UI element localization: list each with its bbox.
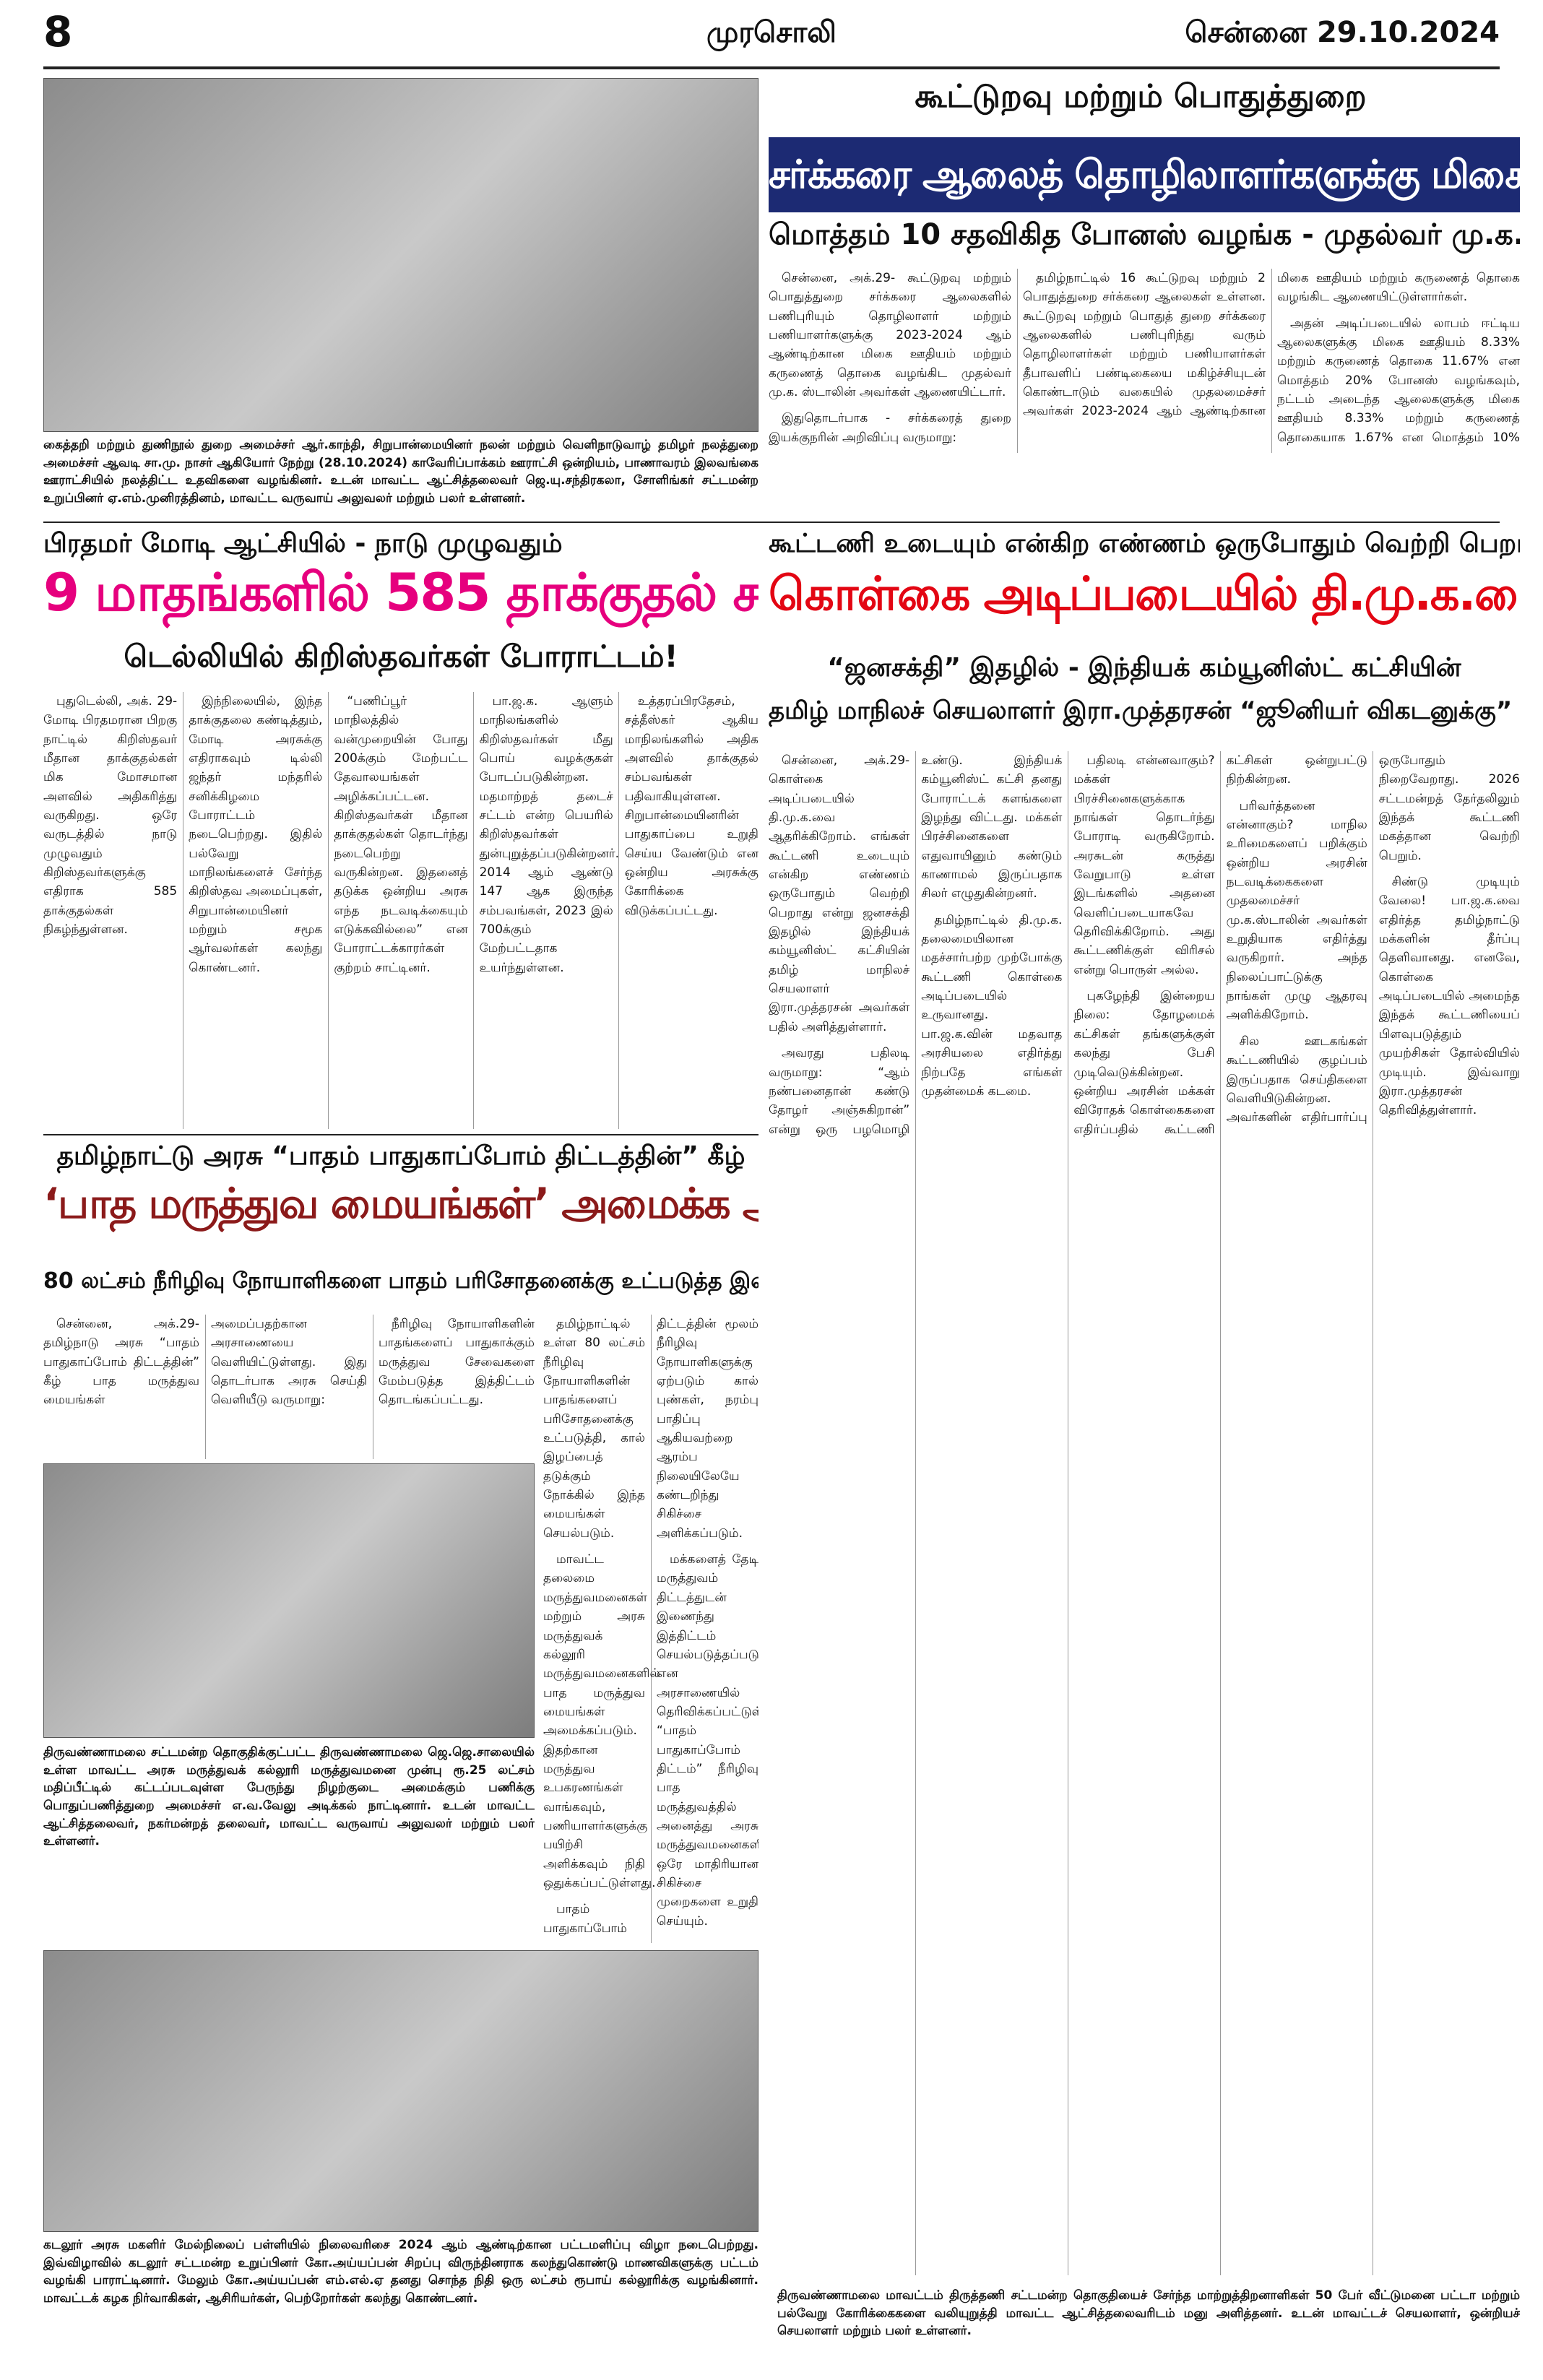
kicker: பிரதமர் மோடி ஆட்சியில் - நாடு முழுவதும் [43, 529, 563, 558]
paragraph: அதன் அடிப்படையில் லாபம் ஈட்டிய ஆலைகளுக்க… [1277, 316, 1520, 445]
paragraph: மாவட்ட தலைமை மருத்துவமனைகள் மற்றும் அரசு… [543, 1552, 660, 1890]
paragraph: பா.ஜ.க. ஆளும் மாநிலங்களில் கிறிஸ்தவர்கள்… [479, 694, 620, 975]
kicker: கூட்டுறவு மற்றும் பொதுத்துறை [915, 78, 1367, 115]
article-body: தமிழ்நாட்டில் உள்ள 80 லட்சம் நீரிழிவு நோ… [543, 1315, 758, 1943]
subheadline: மொத்தம் 10 சதவிகித போனஸ் வழங்க - முதல்வர… [769, 218, 1520, 251]
photo [43, 1950, 758, 2232]
photo-caption: கடலூர் அரசு மகளிர் மேல்நிலைப் பள்ளியில் … [43, 2238, 758, 2306]
article-body: சென்னை, அக்.29- தமிழ்நாடு அரசு “பாதம் பா… [43, 1315, 535, 1459]
article-body: சென்னை, அக்.29- கொள்கை அடிப்படையில் தி.ம… [769, 751, 1520, 2275]
subheadline: “ஜனசக்தி” இதழில் - இந்தியக் கம்யூனிஸ்ட் … [827, 653, 1461, 683]
paragraph: பரிவர்த்தனை என்னாகும்? மாநில உரிமைகளைப் … [1226, 798, 1367, 1023]
photo-caption: திருவண்ணாமலை சட்டமன்ற தொகுதிக்குட்பட்ட த… [43, 1745, 535, 1849]
paragraph: புதுடெல்லி, அக். 29- மோடி பிரதமரான பிறகு… [43, 694, 178, 938]
masthead: முரசொலி [706, 16, 837, 49]
paragraph: பாதம் பாதுகாப்போம் திட்டத்தின் மூலம் நீர… [543, 1317, 758, 1936]
article-body: சென்னை, அக்.29- கூட்டுறவு மற்றும் பொதுத்… [769, 269, 1520, 453]
paragraph: சில ஊடகங்கள் கூட்டணியில் குழப்பம் இருப்ப… [1226, 753, 1520, 1125]
paragraph: தமிழ்நாட்டில் 16 கூட்டுறவு மற்றும் 2 பொத… [1023, 271, 1520, 419]
paragraph: புகழேந்தி இன்றைய நிலை: தோழமைக் கட்சிகள் … [1073, 753, 1367, 1137]
headline: சர்க்கரை ஆலைத் தொழிலாளர்களுக்கு மிகை ஊதி… [769, 137, 1520, 212]
header-rule [43, 66, 1500, 69]
headline: கொள்கை அடிப்படையில் தி.மு.க.வை ஆதரிக்கிற… [769, 568, 1520, 621]
paragraph: நீரிழிவு நோயாளிகளின் பாதங்களைப் பாதுகாக்… [379, 1317, 535, 1408]
subheadline: தமிழ் மாநிலச் செயலாளர் இரா.முத்தரசன் “ஜூ… [769, 696, 1520, 725]
photo-caption: கைத்தறி மற்றும் துணிநூல் துறை அமைச்சர் ஆ… [43, 438, 758, 506]
paragraph: தமிழ்நாட்டில் தி.மு.க. தலைமையிலான மதச்சா… [921, 912, 1063, 1099]
section-rule [43, 1134, 758, 1135]
subheadline: 80 லட்சம் நீரிழிவு நோயாளிகளை பாதம் பரிசோ… [43, 1268, 758, 1294]
paragraph: சென்னை, அக்.29- தமிழ்நாடு அரசு “பாதம் பா… [43, 1317, 367, 1408]
headline: 9 மாதங்களில் 585 தாக்குதல் சம்பவங்கள்! [43, 562, 758, 623]
paragraph: சென்னை, அக்.29- கொள்கை அடிப்படையில் தி.ம… [769, 753, 910, 1034]
paragraph: சிண்டு முடியும் வேலை! பா.ஜ.க.வை எதிர்த்த… [1378, 875, 1520, 1118]
paragraph: அவரது பதிலடி வருமாறு: “ஆம் நண்பனைதான் கண… [769, 753, 1063, 1137]
paragraph: “பணிப்பூர் மாநிலத்தில் வன்முறையின் போது … [334, 694, 468, 975]
paragraph: இந்நிலையில், இந்த தாக்குதலை கண்டித்தும்,… [189, 694, 323, 975]
article-body: புதுடெல்லி, அக். 29- மோடி பிரதமரான பிறகு… [43, 692, 758, 1129]
paragraph: இதுதொடர்பாக - சர்க்கரைத் துறை இயக்குநரின… [769, 411, 1011, 445]
kicker: தமிழ்நாட்டு அரசு “பாதம் பாதுகாப்போம் திட… [56, 1141, 745, 1171]
paragraph: மக்களைத் தேடி மருத்துவம் திட்டத்துடன் இண… [657, 1552, 758, 1929]
subheadline: டெல்லியில் கிறிஸ்தவர்கள் போராட்டம்! [124, 639, 678, 674]
section-rule [43, 522, 1500, 523]
photo [43, 1463, 535, 1738]
paragraph: பதிலடி என்னவாகும்? மக்கள் பிரச்சினைகளுக்… [1073, 753, 1215, 977]
paragraph: சென்னை, அக்.29- கூட்டுறவு மற்றும் பொதுத்… [769, 271, 1011, 400]
dateline: சென்னை 29.10.2024 [1185, 16, 1500, 49]
kicker: கூட்டணி உடையும் என்கிற எண்ணம் ஒருபோதும் … [769, 529, 1520, 558]
paragraph: தமிழ்நாட்டில் உள்ள 80 லட்சம் நீரிழிவு நோ… [543, 1317, 645, 1541]
photo [43, 78, 758, 432]
paragraph: உத்தரப்பிரதேசம், சத்தீஸ்கர் ஆகிய மாநிலங்… [624, 694, 758, 918]
page-number: 8 [43, 7, 73, 56]
headline: ‘பாத மருத்துவ மையங்கள்’ அமைக்க அரசாணை வெ… [43, 1179, 758, 1228]
photo-caption: திருவண்ணாமலை மாவட்டம் திருத்தணி சட்டமன்ற… [777, 2288, 1520, 2339]
